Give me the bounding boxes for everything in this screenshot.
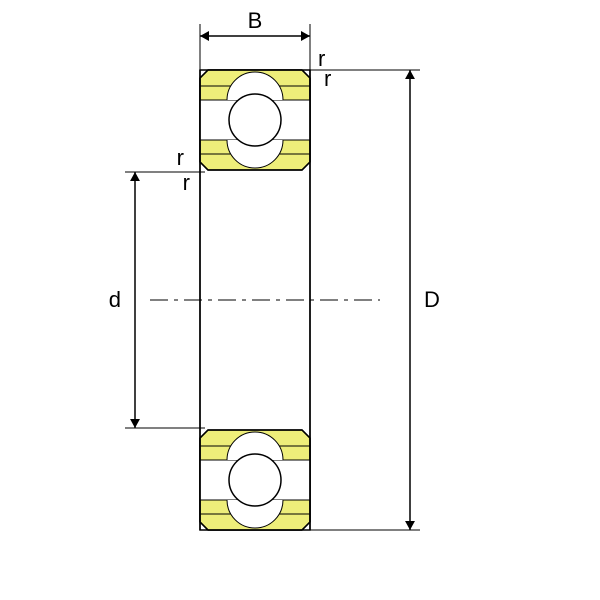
label-d: d (109, 287, 121, 312)
label-D: D (424, 287, 440, 312)
bearing-diagram: BDdrrrr (0, 0, 600, 600)
label-r: r (183, 170, 190, 195)
label-r: r (324, 66, 331, 91)
label-B: B (248, 8, 263, 33)
label-r: r (177, 145, 184, 170)
